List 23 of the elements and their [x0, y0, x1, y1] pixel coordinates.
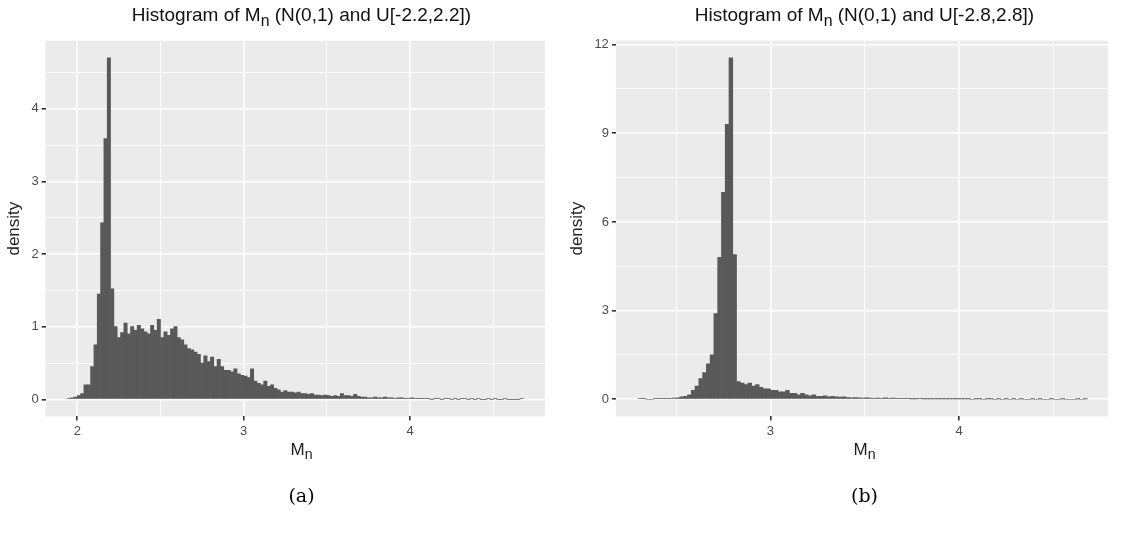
y-tick-label: 0: [31, 390, 39, 406]
y-tick-label: 4: [31, 100, 39, 116]
y-tick-label: 3: [31, 172, 39, 188]
text: (a): [287, 484, 316, 507]
x-tick-label: 4: [955, 422, 963, 438]
chart-title: Histogram of M$_{n}$ (N(0,1) and U[-2.8,2.8]): [693, 3, 1036, 30]
chart-title: Histogram of M$_{n}$ (N(0,1) and U[-2.2,2.2]): [130, 3, 473, 30]
x-tick-label: 3: [240, 422, 248, 438]
y-tick-label: 6: [601, 213, 609, 229]
y-tick-label: 1: [31, 318, 39, 334]
y-tick-label: 3: [601, 302, 609, 318]
x-tick-label: 4: [406, 422, 414, 438]
y-axis-title: density: [3, 201, 23, 256]
y-axis-title: density: [566, 201, 586, 256]
x-tick-label: 3: [766, 422, 775, 438]
y-tick-label: 0: [601, 390, 609, 406]
y-tick-label: 12: [594, 36, 609, 52]
x-axis-title: M$_{n}$: [289, 440, 314, 463]
y-tick-label: 9: [601, 124, 609, 140]
text: (b): [850, 484, 879, 507]
x-axis-title: M$_{n}$: [852, 440, 877, 463]
x-tick-label: 2: [73, 422, 81, 438]
y-tick-label: 2: [31, 245, 39, 261]
